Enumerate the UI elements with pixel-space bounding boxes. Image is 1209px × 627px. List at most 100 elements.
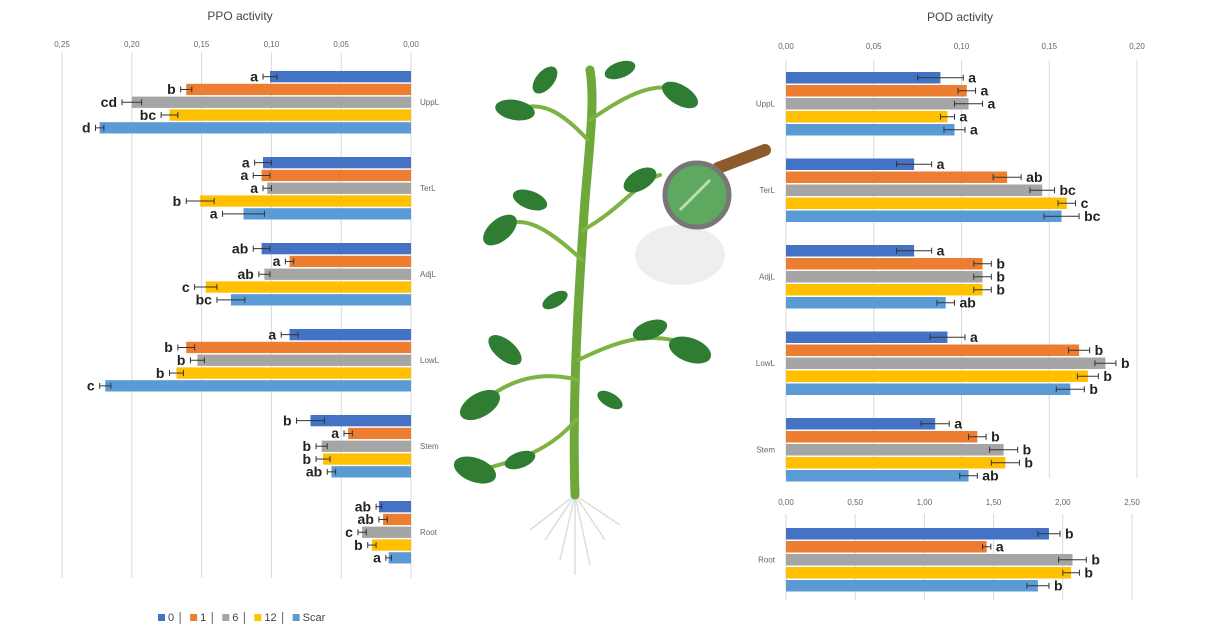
error-bar [939, 113, 955, 120]
error-bar [262, 185, 272, 192]
magnifier [662, 144, 771, 230]
bar [105, 380, 411, 392]
legend-label: 1 [200, 612, 206, 624]
bar [786, 554, 1073, 566]
significance-letter: a [981, 82, 989, 98]
significance-letter: a [331, 425, 339, 441]
x-tick-label: 0,00 [778, 498, 794, 507]
error-bar [296, 417, 325, 424]
bar [786, 444, 1004, 456]
legend-label: 6 [232, 612, 238, 624]
significance-letter: d [82, 120, 91, 136]
error-bar [168, 370, 184, 377]
category-label: TerL [759, 186, 775, 195]
bar [786, 284, 983, 296]
significance-letter: a [959, 108, 967, 124]
bar [786, 158, 915, 170]
error-bar [315, 456, 331, 463]
category-label: TerL [420, 184, 436, 193]
bar [362, 526, 411, 538]
error-bar [385, 554, 392, 561]
legend-swatch [222, 614, 230, 621]
error-bar [973, 286, 992, 293]
x-tick-label: 0,05 [333, 40, 349, 49]
error-bar [343, 430, 353, 437]
error-bar [326, 468, 337, 475]
significance-letter: ab [1026, 169, 1042, 185]
significance-letter: b [1024, 454, 1033, 470]
bar [131, 96, 412, 108]
bar [786, 197, 1067, 209]
chart-title: POD activity [927, 10, 993, 24]
significance-letter: bc [140, 107, 157, 123]
significance-letter: b [173, 193, 182, 209]
significance-letter: bc [196, 292, 213, 308]
error-bar [254, 159, 272, 166]
error-bar [252, 245, 271, 252]
error-bar [1055, 386, 1085, 393]
bar [230, 294, 411, 306]
bar [786, 567, 1072, 579]
error-bar [1094, 360, 1117, 367]
significance-letter: ab [358, 511, 374, 527]
category-label: AdjL [759, 273, 776, 282]
significance-letter: bc [1084, 208, 1101, 224]
bar [186, 341, 411, 354]
significance-letter: a [996, 538, 1004, 554]
bar [261, 243, 411, 255]
bar [200, 195, 411, 207]
significance-letter: a [937, 242, 945, 258]
error-bar [1026, 582, 1050, 589]
significance-letter: c [87, 378, 95, 394]
bar [176, 367, 411, 379]
bar [786, 98, 969, 110]
error-bar [177, 344, 196, 351]
x-tick-label: 0,15 [194, 40, 210, 49]
error-bar [262, 73, 278, 80]
error-bar [1076, 373, 1099, 380]
bar [786, 418, 936, 430]
significance-letter: b [283, 412, 292, 428]
category-label: LowL [420, 356, 440, 365]
error-bar [1062, 569, 1080, 576]
x-tick-label: 0,10 [954, 42, 970, 51]
bar [786, 124, 955, 136]
significance-letter: b [156, 365, 165, 381]
error-bar [375, 503, 383, 510]
category-label: UppL [420, 98, 440, 107]
error-bar [989, 446, 1019, 453]
error-bar [992, 174, 1022, 181]
error-bar [194, 284, 218, 291]
x-tick-label: 0,25 [54, 40, 70, 49]
significance-letter: b [1065, 525, 1074, 541]
bar [378, 501, 411, 513]
bar [786, 580, 1038, 592]
x-tick-label: 0,10 [264, 40, 280, 49]
significance-letter: a [250, 180, 258, 196]
bar [786, 245, 915, 257]
error-bar [367, 542, 377, 549]
bar [786, 357, 1106, 369]
category-label: Root [758, 556, 776, 565]
category-label: Root [420, 528, 438, 537]
significance-letter: c [1081, 195, 1089, 211]
error-bar [896, 161, 933, 168]
bar [321, 440, 411, 452]
significance-letter: ab [982, 467, 998, 483]
error-bar [920, 420, 950, 427]
error-bar [315, 443, 328, 450]
x-tick-label: 0,00 [778, 42, 794, 51]
bar [331, 466, 411, 478]
bar [786, 111, 948, 123]
significance-letter: ab [959, 294, 975, 310]
significance-letter: ab [306, 464, 322, 480]
significance-letter: a [268, 326, 276, 342]
significance-letter: ab [237, 266, 253, 282]
significance-letter: ab [355, 498, 371, 514]
significance-letter: a [968, 69, 976, 85]
bar [786, 541, 987, 553]
significance-letter: b [1121, 355, 1130, 371]
bar [786, 431, 978, 443]
bar [786, 171, 1008, 183]
bar [383, 513, 411, 526]
